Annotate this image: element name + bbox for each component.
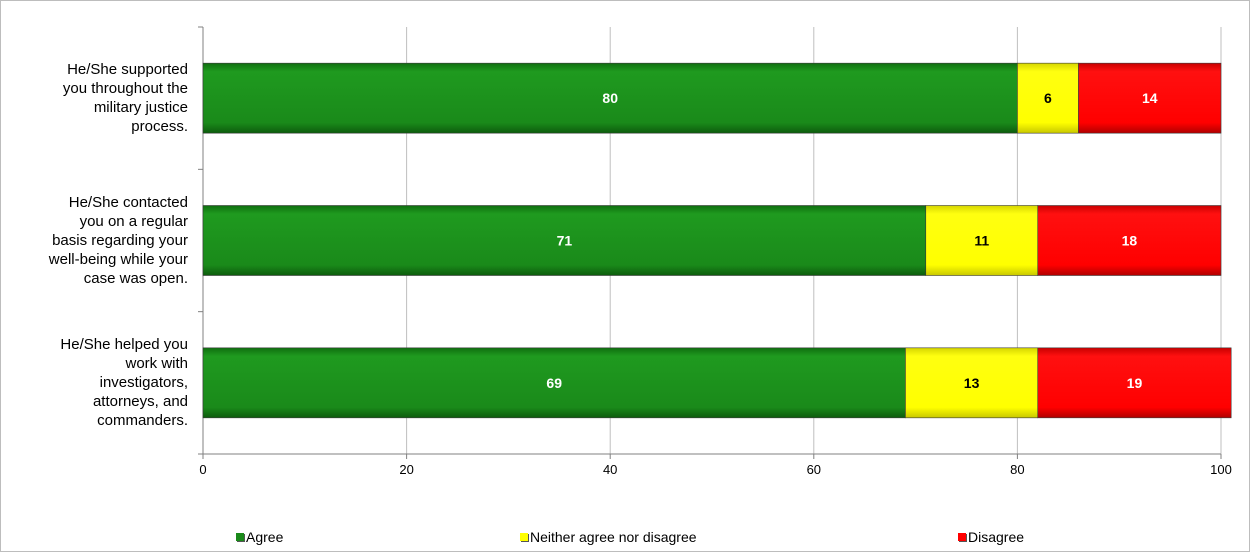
category-label-line: He/She contacted xyxy=(68,194,188,211)
category-label-line: work with xyxy=(125,355,188,373)
category-label: He/She contacted you on a regular basis re… xyxy=(0,193,188,288)
data-label: 14 xyxy=(1142,90,1158,106)
legend-swatch xyxy=(520,533,528,541)
category-label-line: military justice xyxy=(93,99,188,117)
category-label-line: case was open. xyxy=(83,270,188,287)
legend-item: Disagree xyxy=(958,529,1024,545)
bar-segment-agree xyxy=(202,205,927,276)
bar-segment-disagree xyxy=(1078,62,1222,134)
data-label: 80 xyxy=(602,90,618,106)
data-label: 11 xyxy=(974,233,989,249)
bar-segment-agree xyxy=(202,62,1018,134)
data-label: 71 xyxy=(557,233,573,249)
x-tick-label: 20 xyxy=(399,462,413,477)
data-label: 19 xyxy=(1127,375,1143,391)
category-label-line: well-being while your xyxy=(48,251,188,268)
category-label-line: process. xyxy=(131,118,188,136)
category-label-line: commanders. xyxy=(97,412,188,430)
legend-label: Neither agree nor disagree xyxy=(530,529,697,545)
legend-swatch xyxy=(236,533,244,541)
x-tick-label: 60 xyxy=(807,462,821,477)
data-label: 6 xyxy=(1044,90,1052,106)
x-tick-label: 100 xyxy=(1210,462,1232,477)
x-tick-label: 40 xyxy=(603,462,617,477)
category-label-line: He/She supported xyxy=(67,61,188,79)
bar-segment-disagree xyxy=(1037,205,1222,276)
bar-segment-agree xyxy=(202,347,906,419)
data-label: 69 xyxy=(546,375,562,391)
category-label-line: you on a regular xyxy=(79,213,188,230)
category-label-line: attorneys, and xyxy=(92,393,188,411)
legend: Agree Neither agree nor disagree Disagree xyxy=(0,529,1250,549)
x-tick-label: 80 xyxy=(1010,462,1024,477)
x-tick-label: 0 xyxy=(199,462,206,477)
bar-segment-disagree xyxy=(1037,347,1232,419)
category-label-line: basis regarding your xyxy=(52,232,188,249)
legend-label: Disagree xyxy=(968,529,1025,545)
legend-label: Agree xyxy=(246,529,284,545)
legend-item: Agree xyxy=(236,529,283,545)
category-label: He/She helped you work with investigators,… xyxy=(0,335,188,430)
category-label-line: you throughout the xyxy=(62,80,188,98)
category-label: He/She supported you throughout the milita… xyxy=(0,60,188,136)
bar-segment-neither-agree-nor-disagree xyxy=(925,205,1039,276)
data-label: 18 xyxy=(1122,233,1138,249)
legend-item: Neither agree nor disagree xyxy=(520,529,697,545)
category-label-line: investigators, xyxy=(99,374,188,392)
data-label: 13 xyxy=(964,375,980,391)
category-label-line: He/She helped you xyxy=(60,336,188,354)
bar-segment-neither-agree-nor-disagree xyxy=(905,347,1039,419)
legend-swatch xyxy=(958,533,966,541)
